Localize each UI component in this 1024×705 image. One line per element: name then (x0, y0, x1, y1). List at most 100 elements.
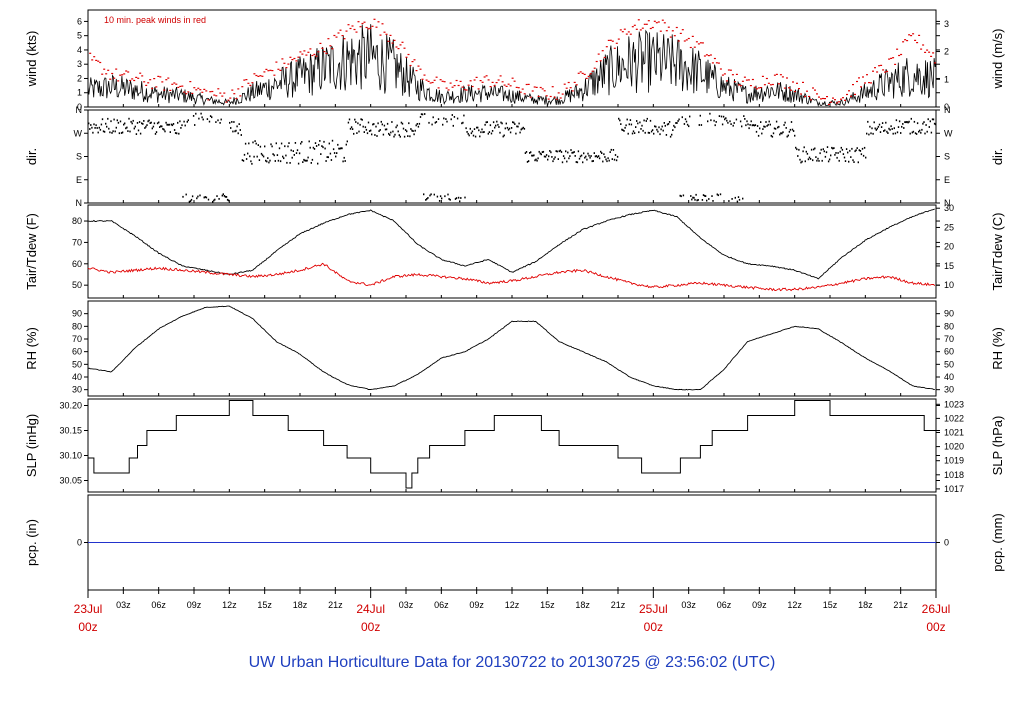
wind-direction-point (509, 131, 512, 134)
peak-wind-point (645, 23, 648, 25)
wind-direction-point (510, 127, 513, 129)
wind-direction-point (761, 132, 763, 135)
wind-direction-point (132, 119, 134, 122)
peak-wind-points (89, 18, 937, 106)
wind-direction-point (822, 148, 824, 151)
wind-direction-point (466, 131, 468, 133)
wind-direction-point (195, 112, 197, 115)
wind-direction-point (681, 116, 683, 119)
peak-wind-point (461, 86, 464, 88)
peak-wind-point (147, 82, 150, 84)
wind-direction-point (277, 159, 280, 162)
wind-direction-point (393, 135, 395, 138)
wind-direction-point (533, 154, 535, 157)
wind-direction-point (746, 120, 748, 123)
peak-wind-point (155, 86, 158, 88)
peak-wind-point (900, 53, 903, 56)
peak-wind-point (289, 56, 292, 58)
wind-direction-point (311, 158, 314, 161)
wind-direction-point (469, 127, 471, 130)
wind-direction-point (383, 124, 386, 127)
wind-direction-point (515, 132, 517, 135)
peak-wind-point (169, 89, 172, 91)
wind-direction-point (367, 121, 370, 124)
peak-wind-point (737, 84, 740, 86)
wind-direction-point (807, 158, 810, 161)
wind-direction-point (413, 133, 415, 136)
wind-direction-point (185, 193, 187, 196)
y-tick-label-right: 1023 (944, 399, 964, 409)
wind-direction-point (779, 133, 781, 136)
wind-direction-point (831, 146, 833, 149)
peak-wind-point (804, 95, 806, 98)
wind-direction-point (238, 123, 240, 125)
x-tick-label: 12z (505, 600, 520, 610)
wind-direction-point (919, 129, 921, 132)
wind-direction-point (806, 152, 809, 155)
peak-wind-point (117, 80, 120, 82)
wind-direction-point (699, 114, 701, 117)
peak-wind-point (313, 53, 316, 55)
peak-wind-point (886, 70, 889, 72)
wind-direction-point (517, 125, 519, 128)
wind-direction-point (862, 154, 865, 157)
wind-direction-point (752, 124, 754, 126)
wind-direction-point (425, 199, 427, 201)
wind-direction-point (565, 150, 567, 153)
peak-wind-point (105, 73, 108, 75)
wind-direction-point (489, 124, 492, 127)
wind-direction-point (457, 196, 460, 199)
wind-direction-point (557, 158, 559, 160)
wind-direction-point (567, 151, 569, 154)
peak-wind-point (840, 98, 842, 100)
wind-direction-point (294, 142, 297, 144)
peak-wind-point (465, 89, 468, 91)
footer-title: UW Urban Horticulture Data for 20130722 … (249, 654, 776, 671)
wind-direction-point (879, 131, 882, 133)
wind-direction-point (468, 134, 470, 137)
wind-direction-point (875, 129, 877, 131)
wind-direction-point (484, 123, 486, 126)
peak-wind-point (301, 53, 304, 55)
peak-wind-point (872, 70, 874, 72)
peak-wind-point (173, 82, 176, 84)
wind-direction-point (437, 118, 440, 120)
wind-direction-point (343, 156, 345, 159)
peak-wind-point (657, 21, 660, 23)
peak-wind-point (291, 59, 294, 61)
wind-direction-point (273, 154, 275, 157)
wind-direction-point (773, 127, 776, 130)
wind-direction-point (135, 133, 138, 135)
wind-direction-point (749, 124, 751, 126)
wind-direction-point (928, 126, 930, 128)
y-tick-label-right: W (944, 128, 953, 138)
wind-direction-point (912, 130, 915, 133)
wind-direction-point (136, 122, 139, 124)
peak-wind-point (727, 69, 730, 71)
peak-wind-point (269, 69, 272, 71)
wind-direction-point (159, 126, 161, 128)
wind-direction-point (399, 135, 401, 138)
wind-direction-point (438, 200, 441, 202)
peak-wind-point (317, 51, 320, 53)
wind-direction-point (908, 120, 910, 123)
wind-direction-point (609, 151, 611, 153)
peak-wind-point (828, 103, 830, 106)
slp-line (88, 400, 937, 489)
wind-direction-point (212, 200, 214, 203)
wind-direction-point (527, 160, 530, 162)
peak-wind-point (741, 80, 744, 82)
wind-direction-point (649, 119, 652, 122)
peak-wind-point (401, 41, 404, 43)
peak-wind-point (347, 24, 350, 26)
y-tick-label-right: 50 (944, 359, 954, 369)
wind-direction-point (591, 160, 593, 163)
wind-direction-point (791, 128, 794, 131)
wind-direction-point (222, 193, 224, 196)
peak-wind-point (381, 23, 384, 25)
wind-direction-point (854, 150, 856, 153)
wind-direction-point (390, 131, 392, 134)
wind-direction-point (756, 125, 759, 127)
wind-direction-point (860, 153, 863, 156)
